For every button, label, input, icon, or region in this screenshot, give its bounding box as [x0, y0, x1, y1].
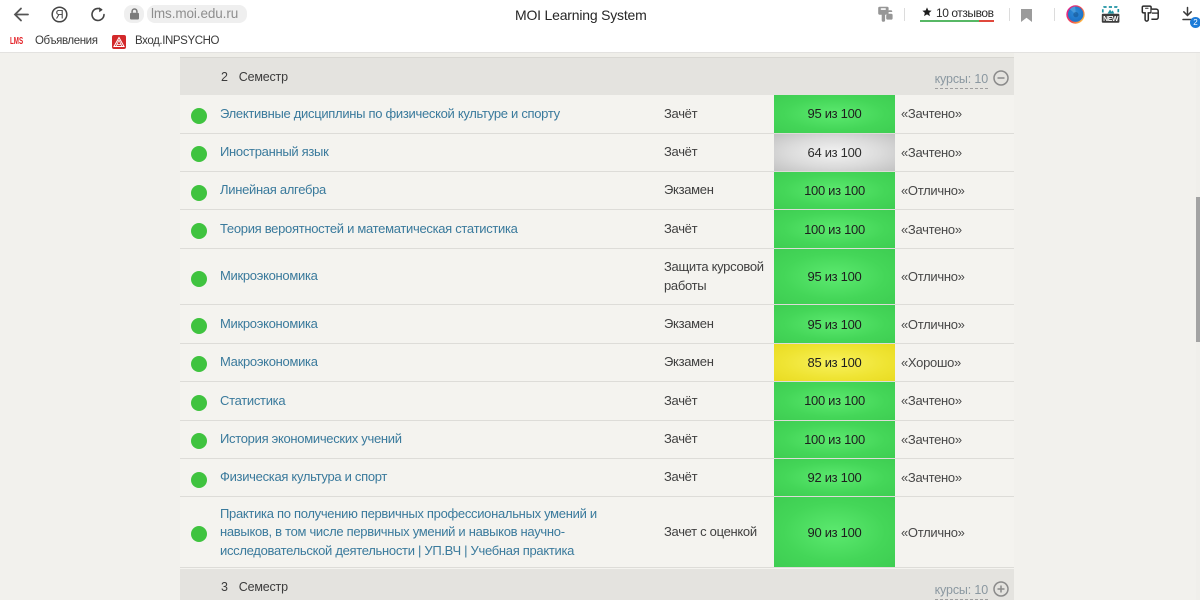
- svg-text:NEW: NEW: [1103, 16, 1119, 23]
- svg-text:Я: Я: [55, 10, 63, 22]
